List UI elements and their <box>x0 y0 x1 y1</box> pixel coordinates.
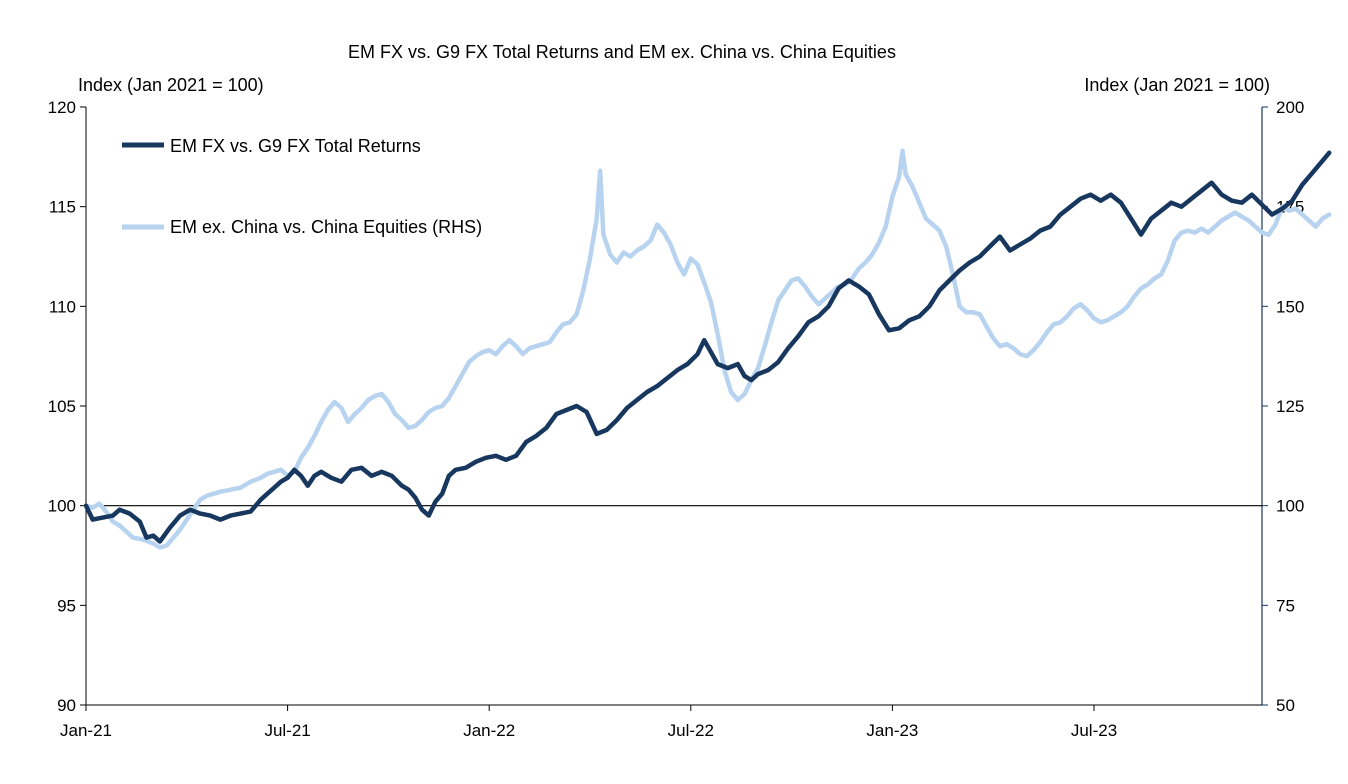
x-tick-label: Jul-22 <box>668 721 714 740</box>
y-axis-right-label: Index (Jan 2021 = 100) <box>1084 75 1270 95</box>
y-left-tick-label: 95 <box>57 596 76 615</box>
y-right-tick-label: 200 <box>1276 98 1304 117</box>
y-right-tick-label: 125 <box>1276 397 1304 416</box>
legend-label-series-0: EM FX vs. G9 FX Total Returns <box>170 136 421 156</box>
legend-label-series-1: EM ex. China vs. China Equities (RHS) <box>170 217 482 237</box>
series-layer <box>83 148 1332 550</box>
series-line-1 <box>83 148 1332 550</box>
x-tick-label: Jul-21 <box>264 721 310 740</box>
legend: EM FX vs. G9 FX Total Returns EM ex. Chi… <box>122 136 482 237</box>
x-tick-label: Jan-21 <box>60 721 112 740</box>
y-left-tick-label: 100 <box>48 497 76 516</box>
axes: 90951001051101151205075100125150175200Ja… <box>48 98 1305 740</box>
x-tick-label: Jan-23 <box>866 721 918 740</box>
x-tick-label: Jan-22 <box>463 721 515 740</box>
y-left-tick-label: 115 <box>49 198 76 217</box>
y-left-tick-label: 90 <box>57 696 76 715</box>
y-right-tick-label: 50 <box>1276 696 1295 715</box>
series-line-0 <box>83 150 1332 544</box>
x-tick-label: Jul-23 <box>1071 721 1117 740</box>
y-axis-left-label: Index (Jan 2021 = 100) <box>78 75 264 95</box>
chart-title: EM FX vs. G9 FX Total Returns and EM ex.… <box>348 42 896 62</box>
y-left-tick-label: 120 <box>48 98 76 117</box>
y-right-tick-label: 150 <box>1276 297 1304 316</box>
y-right-tick-label: 100 <box>1276 497 1304 516</box>
y-left-tick-label: 110 <box>49 297 76 316</box>
y-left-tick-label: 105 <box>48 397 76 416</box>
y-right-tick-label: 75 <box>1276 596 1295 615</box>
